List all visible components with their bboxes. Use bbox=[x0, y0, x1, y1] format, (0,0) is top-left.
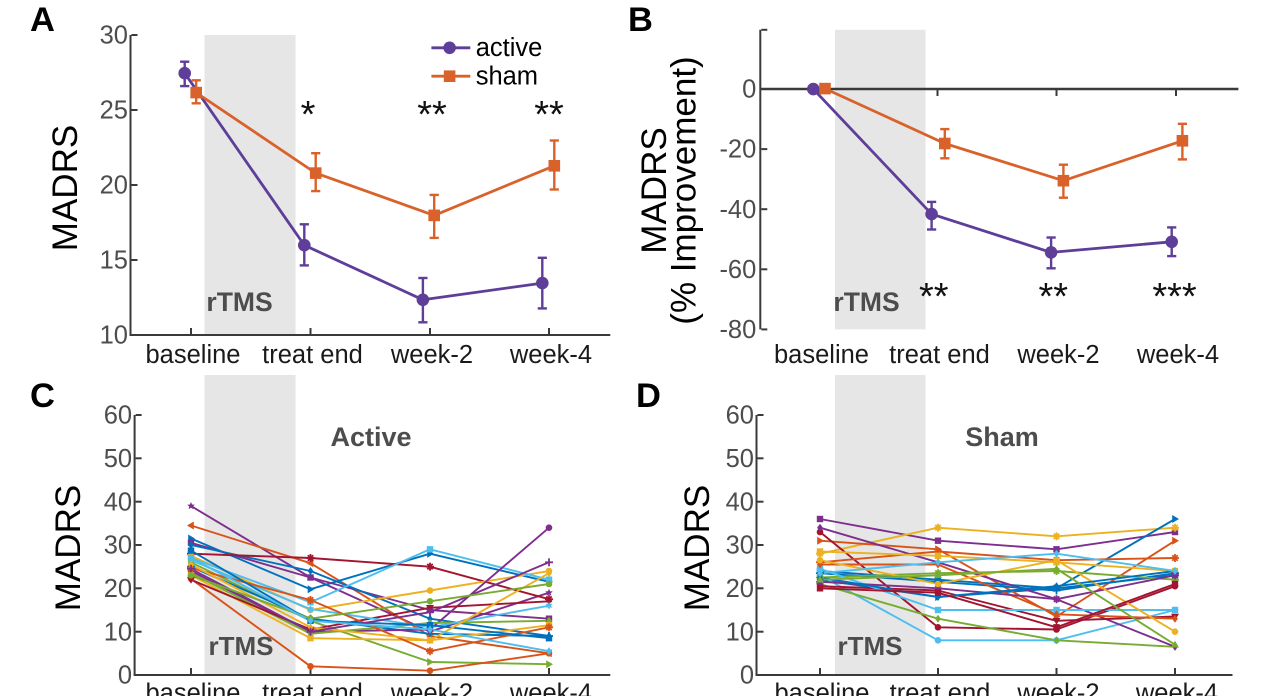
svg-text:C: C bbox=[30, 377, 55, 415]
svg-text:**: ** bbox=[417, 94, 447, 136]
svg-text:**: ** bbox=[534, 94, 564, 136]
svg-text:D: D bbox=[636, 377, 661, 415]
svg-text:60: 60 bbox=[104, 402, 132, 430]
svg-text:20: 20 bbox=[104, 575, 132, 603]
svg-text:baseline: baseline bbox=[774, 341, 869, 369]
svg-text:treat end: treat end bbox=[890, 680, 991, 696]
svg-text:baseline: baseline bbox=[775, 680, 870, 696]
svg-text:sham: sham bbox=[476, 63, 538, 91]
svg-text:-20: -20 bbox=[719, 136, 756, 164]
svg-text:-40: -40 bbox=[719, 196, 756, 224]
svg-text:week-2: week-2 bbox=[1016, 680, 1099, 696]
svg-text:50: 50 bbox=[726, 445, 754, 473]
svg-text:A: A bbox=[30, 1, 55, 39]
svg-text:10: 10 bbox=[104, 618, 132, 646]
svg-text:25: 25 bbox=[100, 97, 128, 125]
svg-text:week-2: week-2 bbox=[390, 341, 473, 369]
svg-text:Active: Active bbox=[330, 422, 411, 452]
svg-text:0: 0 bbox=[740, 662, 754, 690]
svg-text:-60: -60 bbox=[719, 256, 756, 284]
svg-text:20: 20 bbox=[100, 172, 128, 200]
svg-text:treat end: treat end bbox=[262, 680, 363, 696]
svg-text:rTMS: rTMS bbox=[833, 287, 899, 317]
svg-text:15: 15 bbox=[100, 247, 128, 275]
svg-text:MADRS: MADRS bbox=[46, 125, 85, 251]
svg-text:treat end: treat end bbox=[889, 341, 990, 369]
svg-text:30: 30 bbox=[726, 532, 754, 560]
svg-text:week-4: week-4 bbox=[1136, 341, 1219, 369]
svg-text:baseline: baseline bbox=[146, 341, 241, 369]
svg-text:week-4: week-4 bbox=[1135, 680, 1218, 696]
svg-text:week-4: week-4 bbox=[509, 680, 592, 696]
svg-text:baseline: baseline bbox=[146, 680, 241, 696]
svg-text:60: 60 bbox=[726, 402, 754, 430]
svg-text:week-2: week-2 bbox=[1016, 341, 1099, 369]
svg-text:20: 20 bbox=[726, 575, 754, 603]
svg-text:**: ** bbox=[919, 276, 949, 318]
svg-text:MADRS: MADRS bbox=[635, 127, 674, 253]
svg-text:30: 30 bbox=[104, 532, 132, 560]
svg-text:10: 10 bbox=[100, 322, 128, 350]
svg-text:week-4: week-4 bbox=[509, 341, 592, 369]
svg-text:treat end: treat end bbox=[262, 341, 363, 369]
svg-text:*: * bbox=[301, 94, 316, 136]
svg-text:***: *** bbox=[1152, 276, 1197, 318]
svg-text:30: 30 bbox=[100, 22, 128, 50]
svg-text:Sham: Sham bbox=[965, 422, 1039, 452]
svg-text:(% Improvement): (% Improvement) bbox=[665, 56, 704, 324]
svg-text:active: active bbox=[476, 34, 543, 62]
svg-text:40: 40 bbox=[104, 488, 132, 516]
svg-text:10: 10 bbox=[726, 618, 754, 646]
svg-text:0: 0 bbox=[742, 76, 756, 104]
svg-text:0: 0 bbox=[118, 662, 132, 690]
svg-text:rTMS: rTMS bbox=[838, 631, 903, 661]
svg-text:week-2: week-2 bbox=[390, 680, 473, 696]
svg-text:-80: -80 bbox=[719, 316, 756, 344]
svg-text:MADRS: MADRS bbox=[678, 485, 717, 611]
svg-text:50: 50 bbox=[104, 445, 132, 473]
svg-text:**: ** bbox=[1039, 276, 1069, 318]
svg-text:MADRS: MADRS bbox=[49, 485, 88, 611]
svg-text:rTMS: rTMS bbox=[206, 287, 272, 317]
svg-text:B: B bbox=[628, 1, 653, 39]
svg-text:rTMS: rTMS bbox=[209, 631, 274, 661]
svg-text:40: 40 bbox=[726, 488, 754, 516]
